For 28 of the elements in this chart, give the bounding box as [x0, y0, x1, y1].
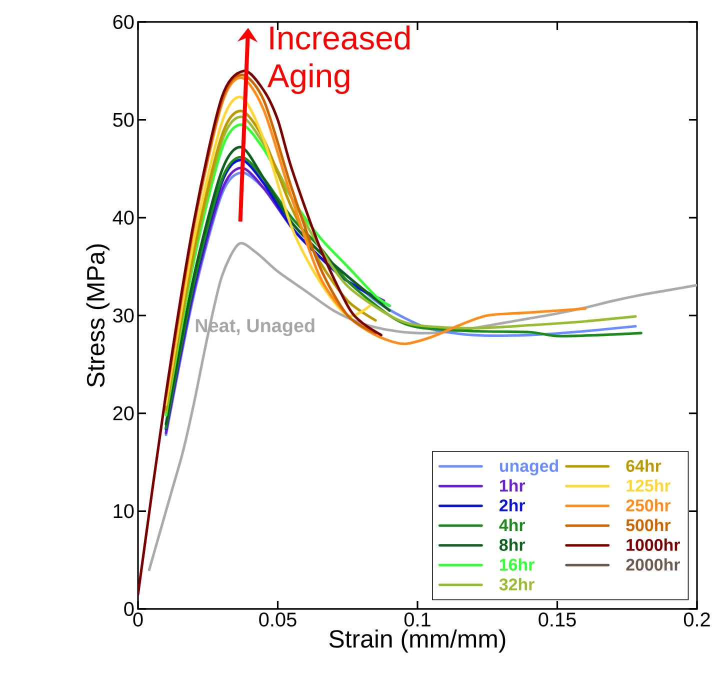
x-tick-label: 0.1	[404, 612, 430, 627]
legend-label: 125hr	[626, 479, 671, 492]
legend-label: 32hr	[499, 578, 534, 590]
legend-label: 16hr	[500, 558, 534, 571]
legend-label: 2hr	[500, 499, 526, 512]
y-tick-label: 60	[113, 14, 134, 30]
x-tick-label: 0.15	[538, 612, 576, 627]
legend-label: 1000hr	[626, 538, 680, 551]
y-tick-label: 0	[124, 602, 134, 616]
legend-label: 250hr	[626, 499, 671, 512]
y-tick-label: 50	[113, 112, 134, 127]
legend-label: 1hr	[500, 479, 526, 492]
x-tick-label: 0	[133, 612, 143, 627]
y-tick-label: 30	[113, 308, 134, 323]
y-tick-label: 20	[113, 406, 134, 420]
legend-label: 500hr	[626, 518, 671, 532]
legend-label: unaged	[500, 460, 558, 476]
x-axis-title: Strain (mm/mm)	[329, 629, 506, 653]
legend-label: 64hr	[626, 460, 662, 472]
legend-label: 4hr	[499, 518, 526, 532]
y-tick-label: 40	[112, 210, 134, 225]
annotation: Increased Aging	[267, 26, 410, 94]
y-tick-label: 10	[114, 504, 134, 518]
legend-label: 2000hr	[626, 558, 680, 571]
x-tick-label: 0.2	[684, 612, 710, 627]
y-axis-title: Stress (MPa)	[86, 244, 110, 388]
legend-label: 8hr	[499, 538, 526, 551]
x-tick-label: 0.05	[259, 612, 296, 627]
